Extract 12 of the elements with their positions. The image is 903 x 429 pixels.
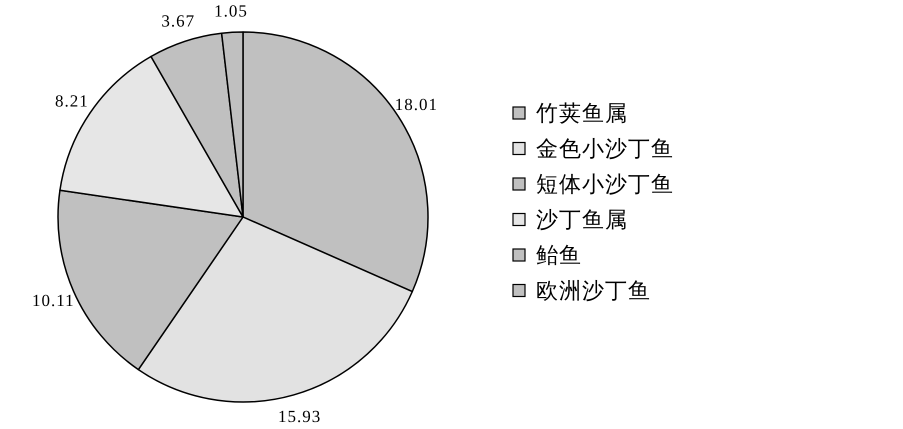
data-label: 3.67 (161, 11, 196, 30)
data-label: 8.21 (55, 91, 89, 110)
legend-label: 沙丁鱼属 (536, 207, 628, 232)
legend-label: 鲐鱼 (536, 242, 582, 268)
data-label: 1.05 (214, 1, 248, 20)
data-label: 18.01 (394, 94, 438, 114)
legend-label: 金色小沙丁鱼 (536, 136, 674, 162)
legend-label: 短体小沙丁鱼 (536, 172, 674, 197)
data-label: 15.93 (278, 407, 322, 426)
legend-label: 欧洲沙丁鱼 (536, 278, 651, 304)
data-label: 10.11 (32, 290, 75, 310)
legend-label: 竹荚鱼属 (536, 100, 628, 126)
